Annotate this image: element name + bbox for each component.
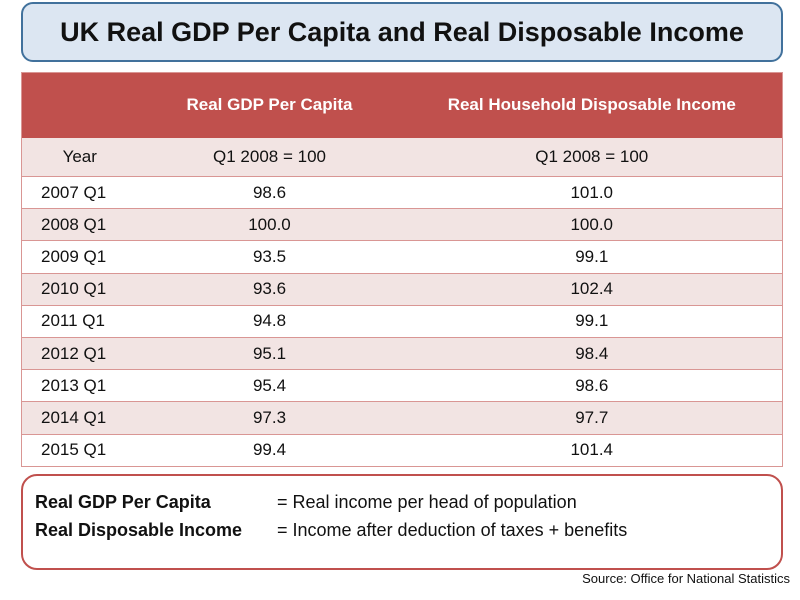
income-cell: 98.6: [401, 369, 783, 402]
table-header-row: Real GDP Per Capita Real Household Dispo…: [21, 72, 783, 138]
income-cell: 101.4: [401, 433, 783, 467]
title-box: UK Real GDP Per Capita and Real Disposab…: [21, 2, 783, 62]
year-cell: 2012 Q1: [21, 336, 138, 370]
definition-line: Real Disposable Income = Income after ded…: [35, 520, 627, 541]
gdp-cell: 93.6: [137, 272, 402, 306]
definition-line: Real GDP Per Capita = Real income per hea…: [35, 492, 577, 513]
table-row: 2012 Q1 95.1 98.4: [21, 336, 783, 370]
definitions-box: Real GDP Per Capita = Real income per hea…: [21, 474, 783, 570]
income-cell: 101.0: [401, 175, 783, 209]
table-row: 2014 Q1 97.3 97.7: [21, 401, 783, 434]
year-cell: 2013 Q1: [21, 369, 138, 402]
year-cell: 2008 Q1: [21, 208, 138, 241]
subheader-cell: Q1 2008 = 100: [137, 137, 402, 177]
page-title: UK Real GDP Per Capita and Real Disposab…: [60, 16, 744, 47]
data-table: Real GDP Per Capita Real Household Dispo…: [21, 72, 783, 467]
gdp-cell: 95.1: [137, 336, 402, 370]
gdp-cell: 93.5: [137, 240, 402, 274]
income-cell: 98.4: [401, 336, 783, 370]
year-cell: 2010 Q1: [21, 272, 138, 306]
table-row: 2015 Q1 99.4 101.4: [21, 433, 783, 467]
column-header: Real Household Disposable Income: [447, 95, 736, 115]
income-cell: 102.4: [401, 272, 783, 306]
gdp-cell: 100.0: [137, 208, 402, 241]
gdp-cell: 94.8: [137, 304, 402, 338]
gdp-cell: 97.3: [137, 401, 402, 434]
table-row: 2007 Q1 98.6 101.0: [21, 175, 783, 209]
gdp-cell: 99.4: [137, 433, 402, 467]
definition-term: Real Disposable Income: [35, 520, 243, 540]
column-header: [22, 73, 138, 138]
subheader-cell: Year: [21, 137, 138, 177]
table-row: 2013 Q1 95.4 98.6: [21, 369, 783, 402]
year-cell: 2011 Q1: [21, 304, 138, 338]
definition-text: = Income after deduction of taxes + bene…: [277, 520, 628, 540]
table-row: 2010 Q1 93.6 102.4: [21, 272, 783, 306]
definition-text: = Real income per head of population: [277, 492, 577, 512]
year-cell: 2014 Q1: [21, 401, 138, 434]
gdp-cell: 95.4: [137, 369, 402, 402]
year-cell: 2007 Q1: [21, 175, 138, 209]
gdp-cell: 98.6: [137, 175, 402, 209]
definition-term: Real GDP Per Capita: [35, 492, 211, 512]
table-row: 2011 Q1 94.8 99.1: [21, 304, 783, 338]
year-cell: 2015 Q1: [21, 433, 138, 467]
income-cell: 99.1: [401, 304, 783, 338]
year-cell: 2009 Q1: [21, 240, 138, 274]
income-cell: 100.0: [401, 208, 783, 241]
income-cell: 99.1: [401, 240, 783, 274]
source-note: Source: Office for National Statistics: [582, 571, 790, 586]
table-row: 2009 Q1 93.5 99.1: [21, 240, 783, 274]
table-row: 2008 Q1 100.0 100.0: [21, 208, 783, 241]
table-subheader-row: Year Q1 2008 = 100 Q1 2008 = 100: [21, 137, 783, 177]
column-header: Real GDP Per Capita: [186, 95, 353, 115]
income-cell: 97.7: [401, 401, 783, 434]
subheader-cell: Q1 2008 = 100: [401, 137, 783, 177]
